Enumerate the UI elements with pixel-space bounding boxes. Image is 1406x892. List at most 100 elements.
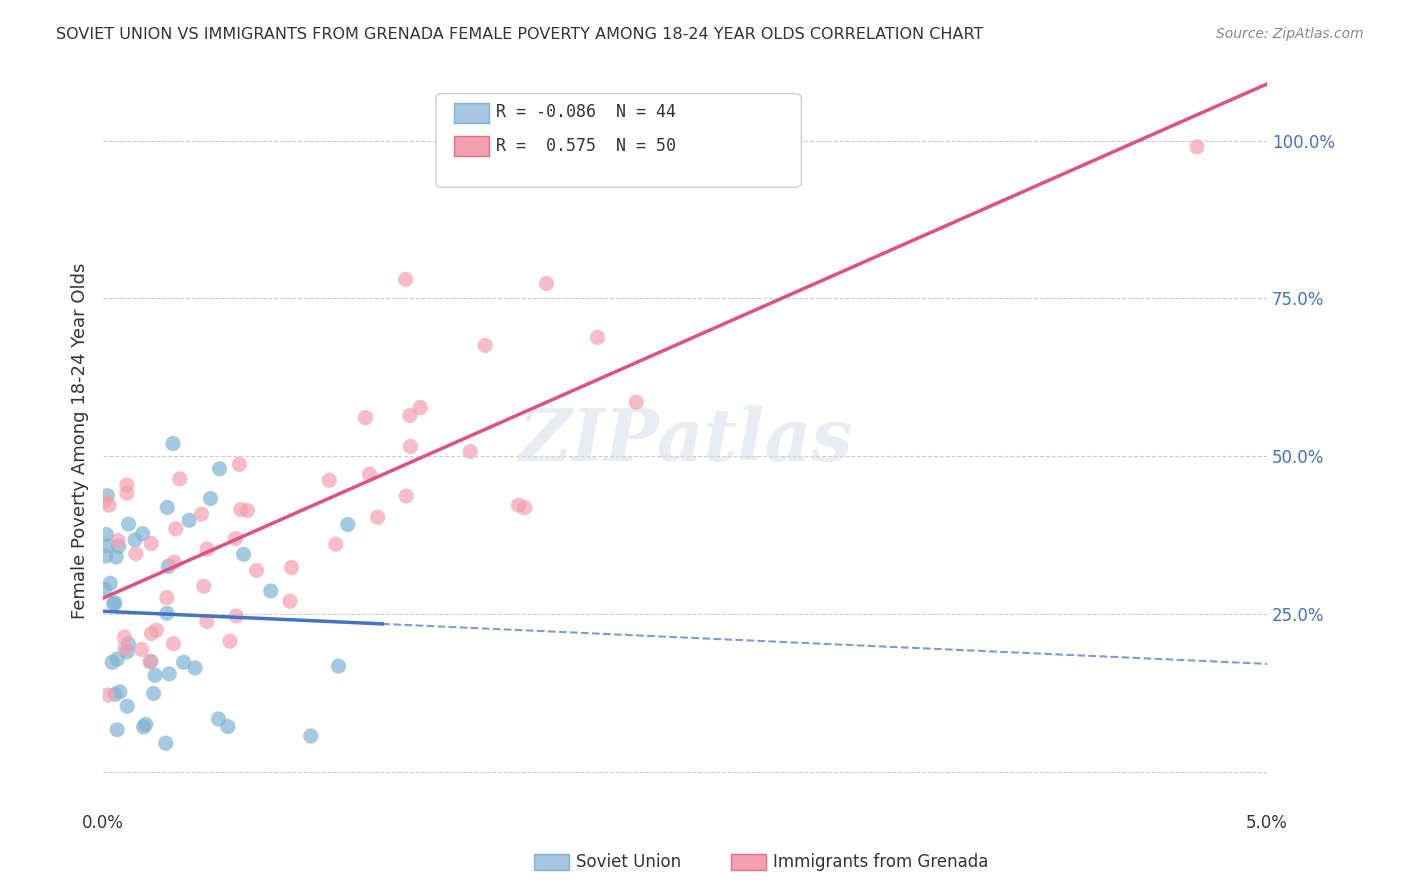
Point	[135, 717, 157, 731]
Point	[219, 634, 242, 648]
Point	[107, 533, 129, 548]
Point	[141, 626, 163, 640]
Point	[458, 444, 481, 458]
Point	[93, 582, 115, 597]
Point	[141, 536, 163, 550]
Point	[474, 338, 496, 352]
Text: ZIPatlas: ZIPatlas	[517, 405, 852, 475]
Point	[112, 630, 135, 644]
Point	[325, 537, 347, 551]
Point	[336, 517, 359, 532]
Point	[104, 596, 127, 610]
Point	[217, 720, 239, 734]
Point	[278, 594, 301, 608]
Point	[207, 712, 229, 726]
Point	[225, 609, 247, 624]
Text: Soviet Union: Soviet Union	[576, 853, 682, 871]
Point	[513, 500, 536, 515]
Point	[93, 494, 115, 508]
Point	[131, 642, 153, 657]
Point	[228, 458, 250, 472]
Point	[1185, 140, 1208, 154]
Point	[117, 699, 139, 714]
Point	[105, 652, 128, 666]
Point	[409, 401, 432, 415]
Point	[108, 685, 131, 699]
Point	[156, 607, 179, 621]
Point	[184, 661, 207, 675]
Point	[208, 462, 231, 476]
Point	[94, 549, 117, 563]
Point	[508, 498, 530, 512]
Point	[115, 478, 138, 492]
Point	[162, 436, 184, 450]
Point	[97, 688, 120, 702]
Point	[195, 615, 218, 629]
Point	[156, 591, 179, 605]
Point	[101, 655, 124, 669]
Y-axis label: Female Poverty Among 18-24 Year Olds: Female Poverty Among 18-24 Year Olds	[72, 262, 89, 618]
Point	[318, 473, 340, 487]
Point	[104, 687, 127, 701]
Point	[399, 440, 422, 454]
Point	[190, 507, 212, 521]
Point	[626, 395, 648, 409]
Point	[165, 522, 187, 536]
Point	[142, 686, 165, 700]
Point	[359, 467, 381, 482]
Point	[232, 547, 254, 561]
Point	[156, 500, 179, 515]
Point	[96, 527, 118, 541]
Point	[399, 409, 422, 423]
Text: Immigrants from Grenada: Immigrants from Grenada	[773, 853, 988, 871]
Point	[280, 560, 302, 574]
Point	[195, 541, 218, 556]
Point	[98, 498, 121, 512]
Point	[97, 539, 120, 553]
Point	[586, 330, 609, 344]
Text: Source: ZipAtlas.com: Source: ZipAtlas.com	[1216, 27, 1364, 41]
Point	[139, 654, 162, 668]
Point	[155, 736, 177, 750]
Text: R = -0.086  N = 44: R = -0.086 N = 44	[496, 103, 676, 121]
Point	[96, 489, 118, 503]
Point	[107, 539, 129, 553]
Point	[105, 723, 128, 737]
Point	[200, 491, 222, 506]
Point	[367, 510, 389, 524]
Point	[245, 563, 267, 577]
Point	[395, 272, 418, 286]
Text: SOVIET UNION VS IMMIGRANTS FROM GRENADA FEMALE POVERTY AMONG 18-24 YEAR OLDS COR: SOVIET UNION VS IMMIGRANTS FROM GRENADA …	[56, 27, 984, 42]
Point	[98, 576, 121, 591]
Point	[229, 502, 252, 516]
Point	[173, 655, 195, 669]
Point	[395, 489, 418, 503]
Point	[117, 516, 139, 531]
Point	[143, 668, 166, 682]
Point	[177, 513, 200, 527]
Point	[193, 579, 215, 593]
Point	[260, 583, 283, 598]
Point	[354, 410, 377, 425]
Point	[224, 532, 246, 546]
Point	[115, 645, 138, 659]
Point	[132, 720, 155, 734]
Point	[236, 503, 259, 517]
Point	[103, 597, 125, 611]
Point	[328, 659, 350, 673]
Point	[117, 637, 139, 651]
Point	[139, 655, 162, 669]
Text: R =  0.575  N = 50: R = 0.575 N = 50	[496, 137, 676, 155]
Point	[131, 526, 153, 541]
Point	[115, 486, 138, 500]
Point	[125, 547, 148, 561]
Point	[157, 666, 180, 681]
Point	[105, 549, 128, 564]
Point	[145, 623, 167, 637]
Point	[124, 533, 146, 547]
Point	[163, 555, 186, 569]
Point	[299, 729, 322, 743]
Point	[157, 559, 180, 574]
Point	[536, 277, 558, 291]
Point	[162, 637, 184, 651]
